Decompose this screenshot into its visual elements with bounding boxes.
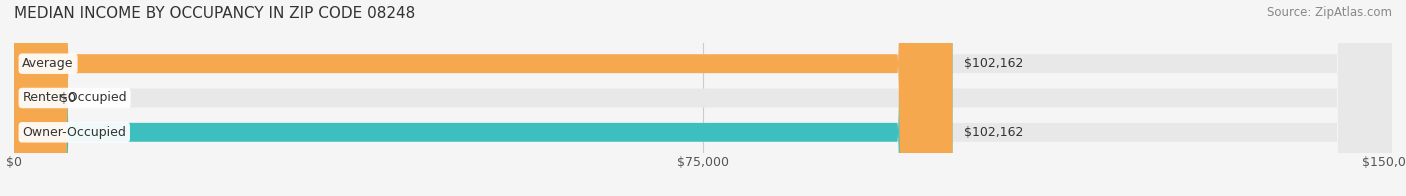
- FancyBboxPatch shape: [14, 0, 1392, 196]
- FancyBboxPatch shape: [14, 0, 952, 196]
- Text: Average: Average: [22, 57, 75, 70]
- Text: $102,162: $102,162: [963, 57, 1024, 70]
- Text: Renter-Occupied: Renter-Occupied: [22, 92, 127, 104]
- Text: Source: ZipAtlas.com: Source: ZipAtlas.com: [1267, 6, 1392, 19]
- Text: $0: $0: [59, 92, 76, 104]
- Text: MEDIAN INCOME BY OCCUPANCY IN ZIP CODE 08248: MEDIAN INCOME BY OCCUPANCY IN ZIP CODE 0…: [14, 6, 415, 21]
- FancyBboxPatch shape: [14, 0, 952, 196]
- Text: Owner-Occupied: Owner-Occupied: [22, 126, 127, 139]
- FancyBboxPatch shape: [14, 0, 1392, 196]
- Text: $102,162: $102,162: [963, 126, 1024, 139]
- FancyBboxPatch shape: [14, 0, 1392, 196]
- FancyBboxPatch shape: [14, 0, 48, 196]
